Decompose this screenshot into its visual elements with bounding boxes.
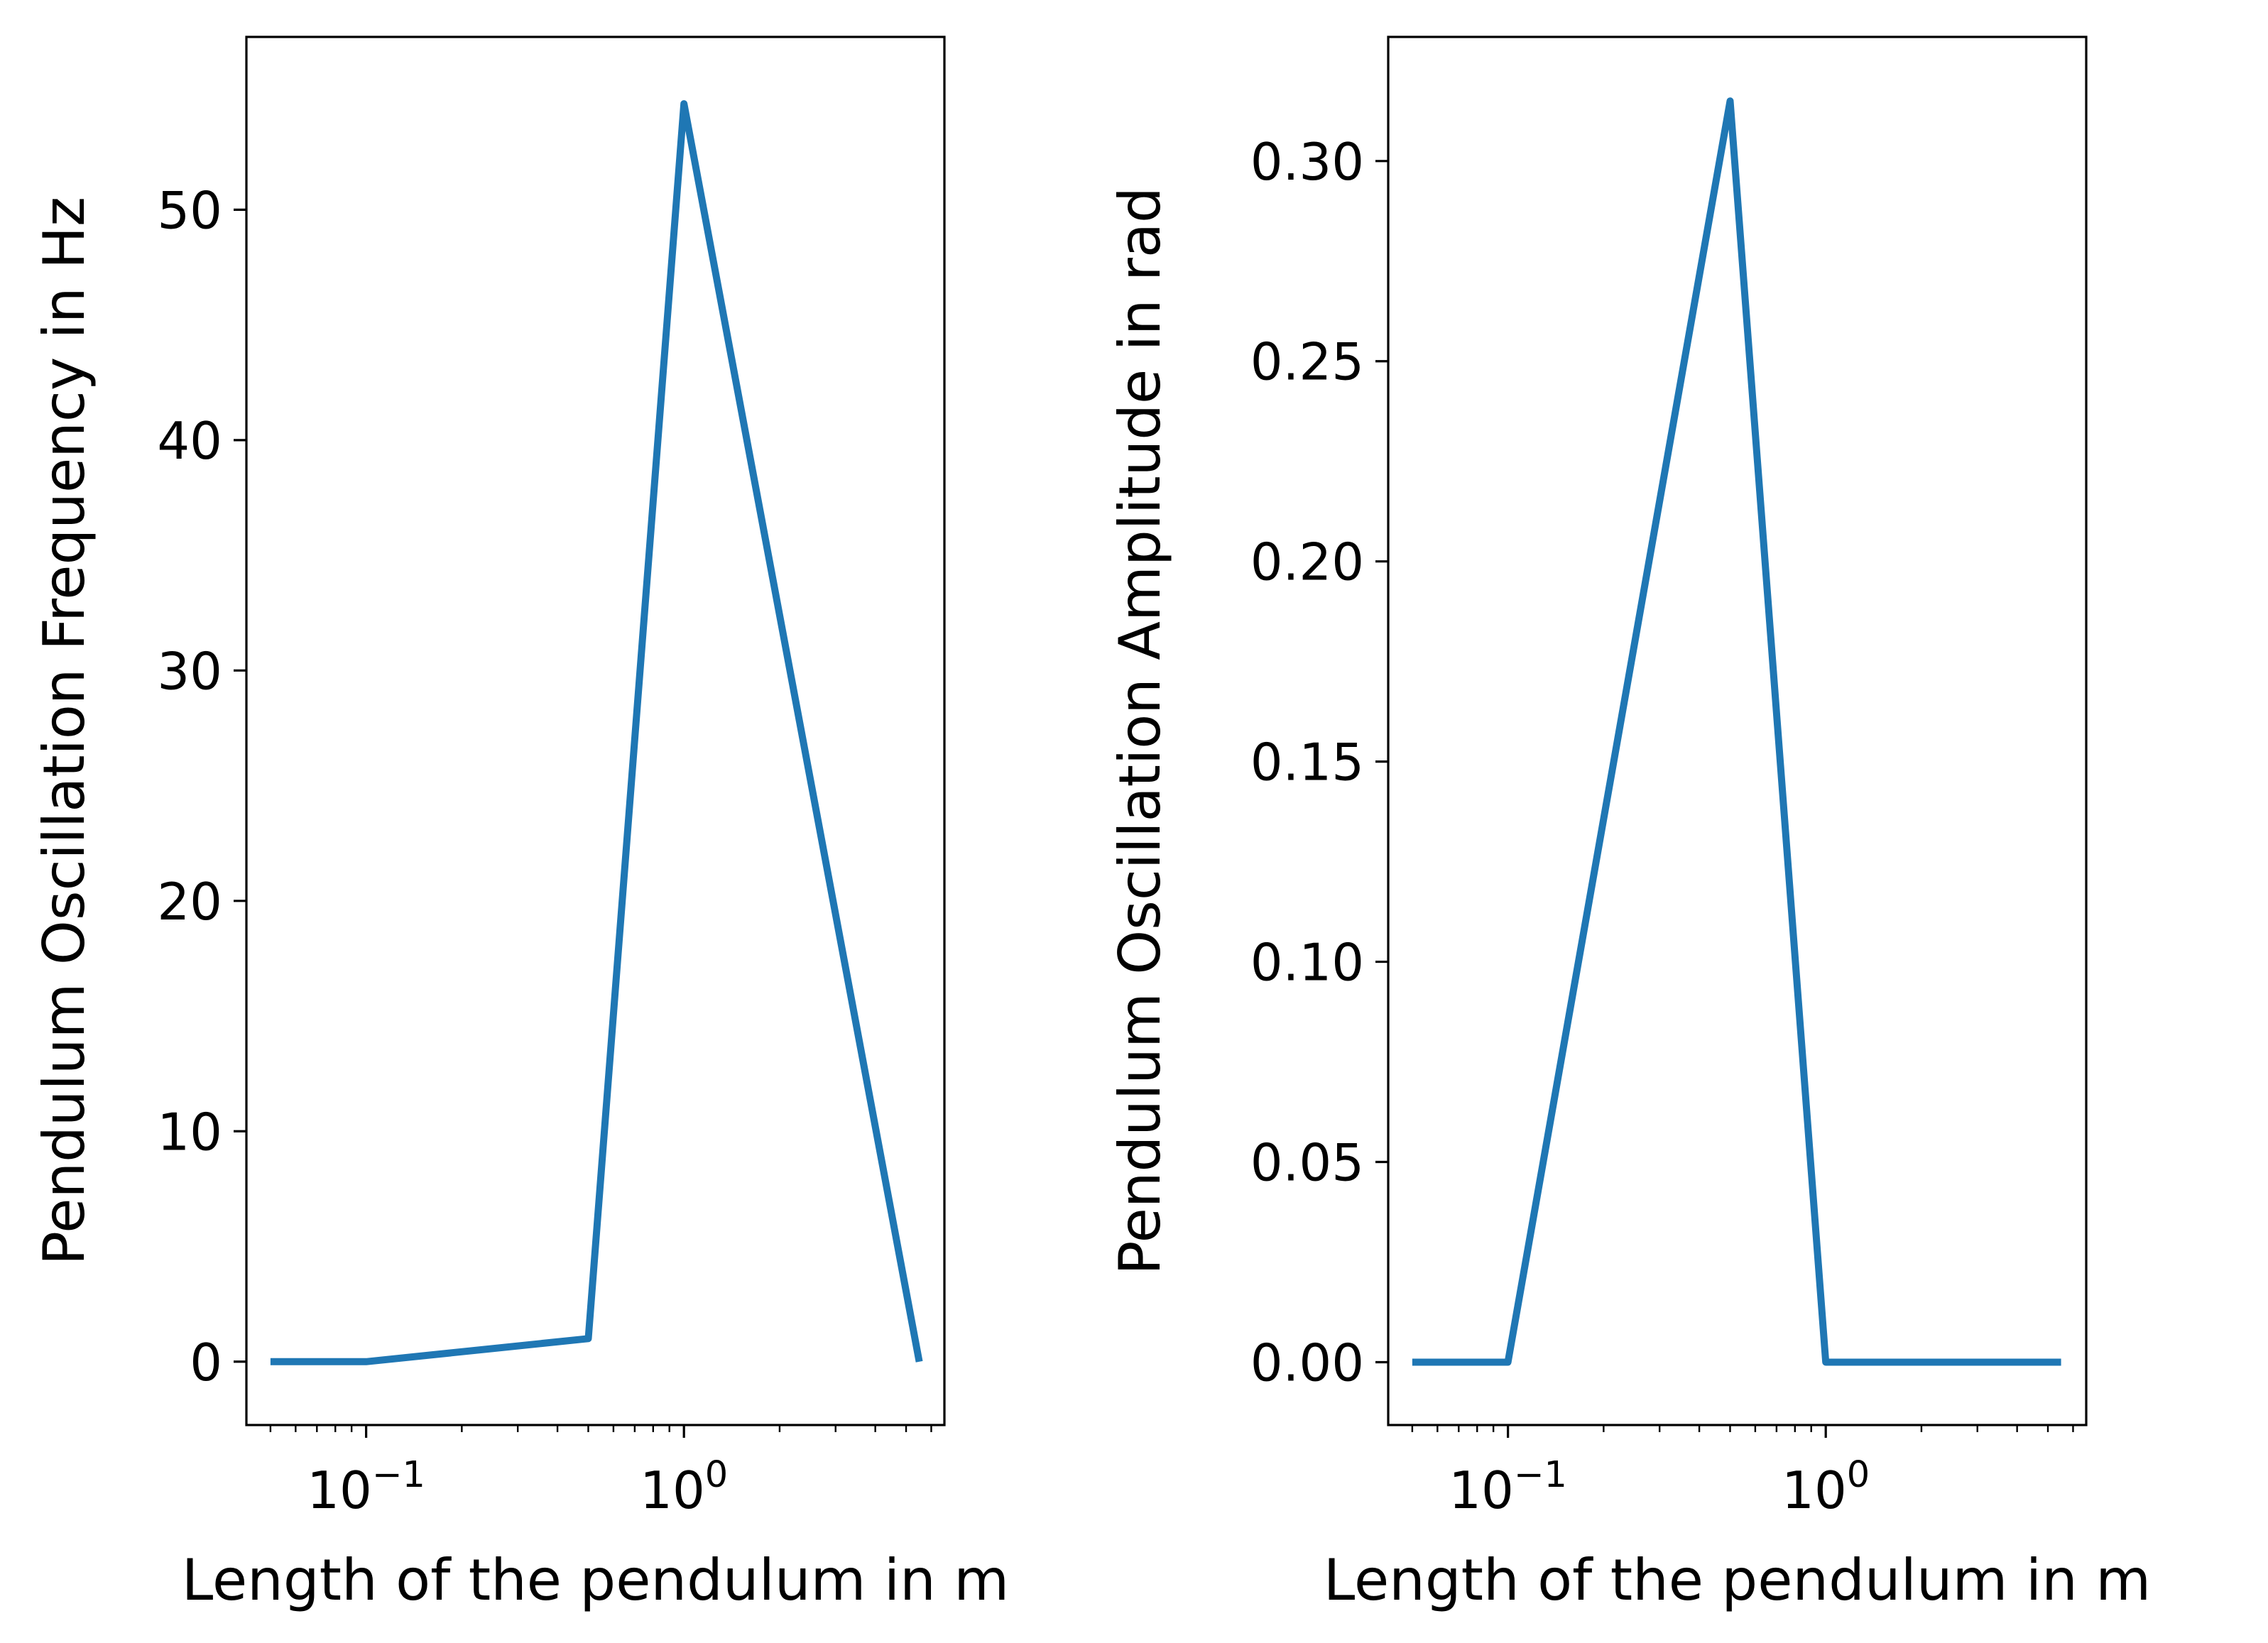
y-tick-label: 0.10 — [1250, 933, 1364, 993]
y-tick-label: 0.00 — [1250, 1333, 1364, 1392]
x-tick-label: 10−1 — [1449, 1454, 1567, 1520]
y-tick-label: 0.20 — [1250, 533, 1364, 592]
x-tick-base: 10 — [1449, 1461, 1514, 1520]
x-tick-base: 10 — [307, 1461, 372, 1520]
y-tick-label: 10 — [157, 1102, 222, 1162]
y-tick-label: 0 — [190, 1333, 222, 1392]
y-tick-label: 40 — [157, 411, 222, 471]
x-axis-label: Length of the pendulum in m — [182, 1547, 1009, 1613]
y-tick-label: 50 — [157, 180, 222, 240]
x-tick-label: 100 — [640, 1454, 728, 1520]
series-line — [270, 100, 923, 1365]
x-axis-label: Length of the pendulum in m — [1324, 1547, 2151, 1613]
x-tick-base: 10 — [1782, 1461, 1847, 1520]
x-tick-exponent: 0 — [1847, 1454, 1870, 1496]
x-tick-base: 10 — [640, 1461, 705, 1520]
y-tick-label: 20 — [157, 872, 222, 932]
x-tick-label: 10−1 — [307, 1454, 425, 1520]
y-tick-label: 0.15 — [1250, 733, 1364, 792]
series-line — [1412, 97, 2061, 1366]
axes-frame — [245, 36, 946, 1426]
x-tick-exponent: −1 — [1514, 1454, 1567, 1496]
y-tick-label: 30 — [157, 641, 222, 701]
x-tick-exponent: −1 — [372, 1454, 425, 1496]
y-tick-label: 0.30 — [1250, 132, 1364, 192]
y-tick-label: 0.25 — [1250, 332, 1364, 392]
y-axis-label: Pendulum Oscillation Frequency in Hz — [31, 197, 97, 1265]
axes-frame — [1387, 36, 2088, 1426]
y-axis-label: Pendulum Oscillation Amplitude in rad — [1107, 187, 1173, 1275]
chart-panel-2: 10−1 1000.000.050.100.150.200.250.30Lengt… — [1107, 36, 2151, 1613]
x-tick-exponent: 0 — [705, 1454, 728, 1496]
y-tick-label: 0.05 — [1250, 1133, 1364, 1193]
x-tick-label: 100 — [1782, 1454, 1870, 1520]
